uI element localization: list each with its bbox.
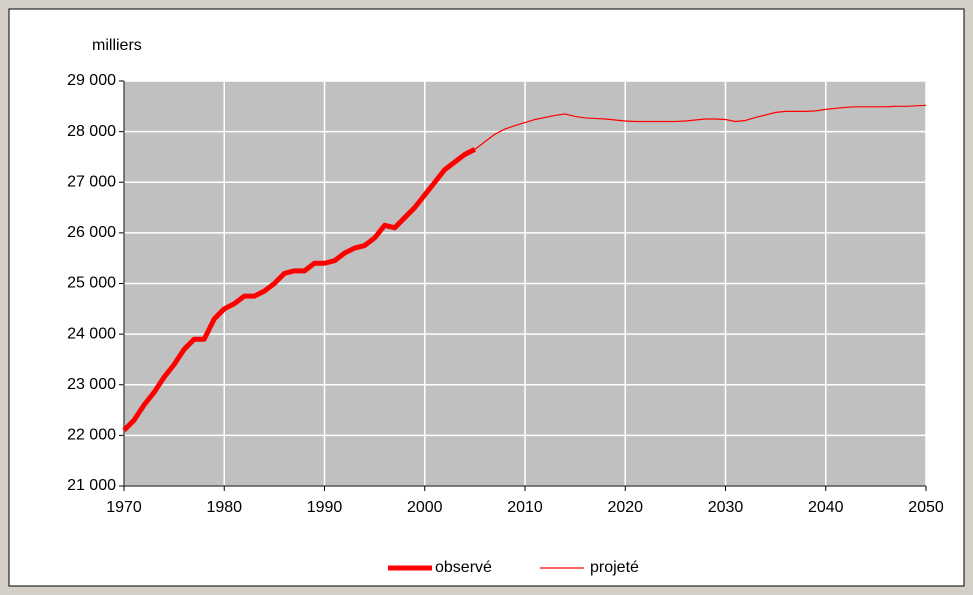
x-tick-label: 2020 — [607, 499, 643, 516]
series-line — [123, 104, 927, 431]
x-tick-label: 2030 — [708, 499, 744, 516]
x-tick-label: 1980 — [206, 499, 242, 516]
legend-label: observé — [435, 559, 492, 576]
x-tick-label: 1990 — [307, 499, 343, 516]
y-tick-label: 29 000 — [67, 72, 116, 89]
y-tick-label: 23 000 — [67, 376, 116, 393]
x-tick-label: 1970 — [106, 499, 142, 516]
y-tick-label: 27 000 — [67, 173, 116, 190]
y-tick-label: 26 000 — [67, 224, 116, 241]
x-tick-label: 2050 — [908, 499, 944, 516]
x-tick-label: 2010 — [507, 499, 543, 516]
x-tick-label: 2040 — [808, 499, 844, 516]
x-tick-label: 2000 — [407, 499, 443, 516]
y-tick-label: 24 000 — [67, 325, 116, 342]
y-tick-label: 25 000 — [67, 275, 116, 292]
y-axis-label: milliers — [92, 37, 142, 54]
legend-label: projeté — [590, 559, 639, 576]
y-tick-label: 22 000 — [67, 427, 116, 444]
y-tick-label: 28 000 — [67, 123, 116, 140]
y-tick-label: 21 000 — [67, 477, 116, 494]
